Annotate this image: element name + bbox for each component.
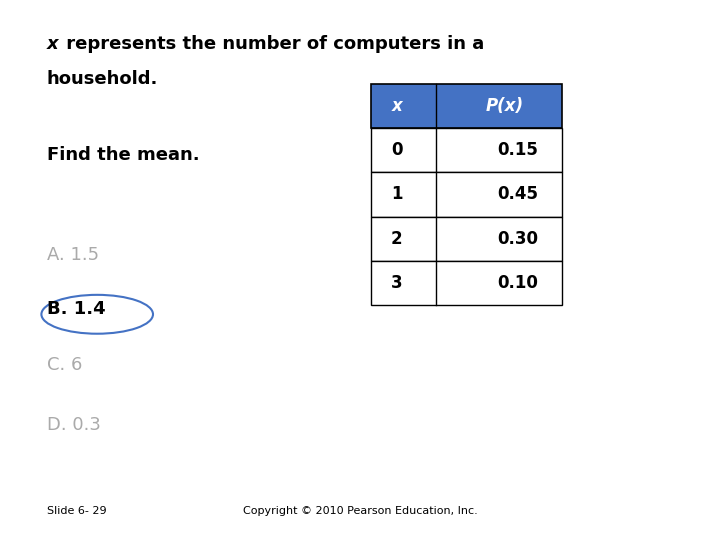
Text: Slide 6- 29: Slide 6- 29 bbox=[47, 505, 107, 516]
Text: Find the mean.: Find the mean. bbox=[47, 146, 199, 164]
Text: P(x): P(x) bbox=[486, 97, 524, 115]
Text: x: x bbox=[392, 97, 402, 115]
Text: 0.10: 0.10 bbox=[497, 274, 538, 292]
Text: 0.15: 0.15 bbox=[497, 141, 538, 159]
Text: D. 0.3: D. 0.3 bbox=[47, 416, 101, 434]
Text: C. 6: C. 6 bbox=[47, 356, 82, 374]
Text: 2: 2 bbox=[391, 230, 402, 248]
FancyBboxPatch shape bbox=[371, 217, 562, 261]
Text: household.: household. bbox=[47, 70, 158, 88]
Text: Copyright © 2010 Pearson Education, Inc.: Copyright © 2010 Pearson Education, Inc. bbox=[243, 505, 477, 516]
Text: A. 1.5: A. 1.5 bbox=[47, 246, 99, 264]
Text: 3: 3 bbox=[391, 274, 402, 292]
Text: 0.45: 0.45 bbox=[497, 185, 538, 204]
Text: B. 1.4: B. 1.4 bbox=[47, 300, 105, 318]
Text: 0: 0 bbox=[391, 141, 402, 159]
Text: x: x bbox=[47, 35, 58, 53]
FancyBboxPatch shape bbox=[371, 84, 562, 128]
Text: 1: 1 bbox=[391, 185, 402, 204]
Text: represents the number of computers in a: represents the number of computers in a bbox=[60, 35, 484, 53]
Text: 0.30: 0.30 bbox=[497, 230, 538, 248]
FancyBboxPatch shape bbox=[371, 261, 562, 305]
FancyBboxPatch shape bbox=[371, 128, 562, 172]
FancyBboxPatch shape bbox=[371, 172, 562, 217]
